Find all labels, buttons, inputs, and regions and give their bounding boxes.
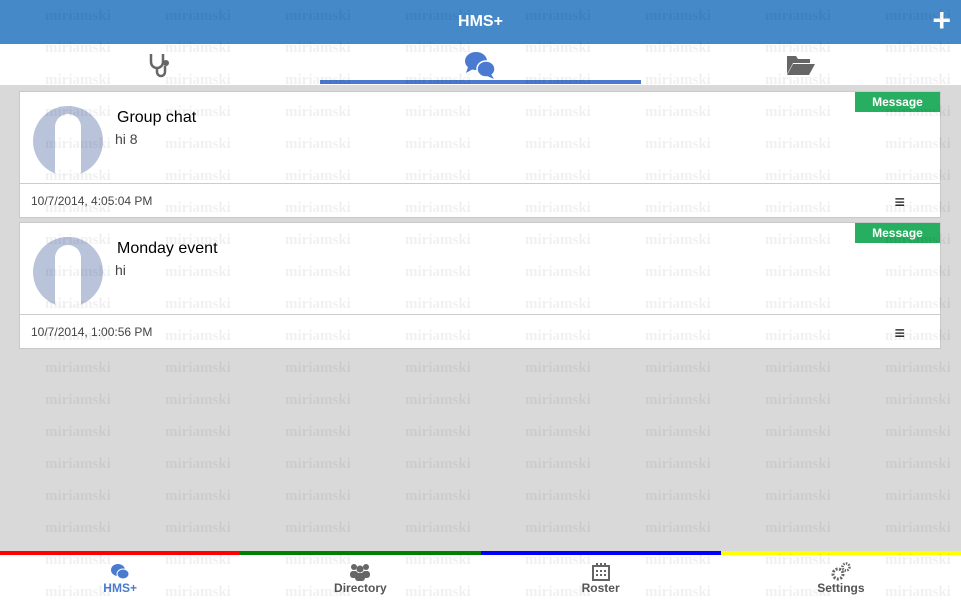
watermark-text: miriamski xyxy=(285,520,351,536)
avatar xyxy=(33,106,103,176)
watermark-text: miriamski xyxy=(405,424,471,440)
watermark-text: miriamski xyxy=(765,424,831,440)
watermark-text: miriamski xyxy=(525,424,591,440)
watermark-text: miriamski xyxy=(405,488,471,504)
watermark-text: miriamski xyxy=(45,520,111,536)
tab-files[interactable] xyxy=(641,44,961,85)
stethoscope-icon xyxy=(149,53,170,77)
watermark-text: miriamski xyxy=(765,520,831,536)
watermark-text: miriamski xyxy=(765,360,831,376)
calendar-icon xyxy=(591,563,610,581)
watermark-text: miriamski xyxy=(45,424,111,440)
divider xyxy=(20,314,940,315)
nav-label: Directory xyxy=(334,581,387,595)
conversation-message: hi 8 xyxy=(115,131,138,147)
watermark-text: miriamski xyxy=(405,520,471,536)
watermark-text: miriamski xyxy=(765,392,831,408)
watermark-text: miriamski xyxy=(165,360,231,376)
watermark-text: miriamski xyxy=(45,456,111,472)
watermark-text: miriamski xyxy=(285,360,351,376)
watermark-text: miriamski xyxy=(405,456,471,472)
message-badge[interactable]: Message xyxy=(855,92,940,112)
watermark-text: miriamski xyxy=(45,488,111,504)
nav-hms[interactable]: HMS+ xyxy=(0,555,240,600)
timestamp: 10/7/2014, 1:00:56 PM xyxy=(31,325,153,339)
divider xyxy=(20,183,940,184)
gears-icon xyxy=(831,562,851,581)
chat-bubbles-icon xyxy=(465,51,497,79)
watermark-text: miriamski xyxy=(765,456,831,472)
watermark-text: miriamski xyxy=(645,520,711,536)
people-icon xyxy=(350,564,371,581)
timestamp: 10/7/2014, 4:05:04 PM xyxy=(31,194,153,208)
watermark-text: miriamski xyxy=(285,392,351,408)
watermark-text: miriamski xyxy=(885,392,951,408)
watermark-text: miriamski xyxy=(165,456,231,472)
conversation-title: Group chat xyxy=(117,109,197,126)
nav-directory[interactable]: Directory xyxy=(240,555,480,600)
watermark-text: miriamski xyxy=(645,392,711,408)
nav-label: HMS+ xyxy=(103,581,137,595)
color-segment-yellow xyxy=(720,551,961,555)
avatar xyxy=(33,237,103,307)
watermark-text: miriamski xyxy=(885,424,951,440)
watermark-text: miriamski xyxy=(165,488,231,504)
color-bar xyxy=(0,551,961,555)
watermark-text: miriamski xyxy=(885,520,951,536)
watermark-text: miriamski xyxy=(765,488,831,504)
watermark-text: miriamski xyxy=(165,520,231,536)
watermark-text: miriamski xyxy=(525,360,591,376)
color-segment-blue xyxy=(480,551,721,555)
message-badge[interactable]: Message xyxy=(855,223,940,243)
nav-settings[interactable]: Settings xyxy=(721,555,961,600)
watermark-text: miriamski xyxy=(885,360,951,376)
app-header: HMS+ + xyxy=(0,0,961,44)
menu-icon[interactable]: ≡ xyxy=(894,323,905,343)
conversation-card[interactable]: Monday event hi Message 10/7/2014, 1:00:… xyxy=(19,222,941,349)
color-segment-green xyxy=(240,551,481,555)
conversation-title: Monday event xyxy=(117,240,218,257)
watermark-text: miriamski xyxy=(45,392,111,408)
watermark-text: miriamski xyxy=(525,456,591,472)
watermark-text: miriamski xyxy=(885,488,951,504)
nav-label: Settings xyxy=(817,581,865,595)
watermark-text: miriamski xyxy=(525,488,591,504)
watermark-text: miriamski xyxy=(165,424,231,440)
top-tabs xyxy=(0,44,961,85)
watermark-text: miriamski xyxy=(285,456,351,472)
nav-roster[interactable]: Roster xyxy=(481,555,721,600)
conversation-card[interactable]: Group chat hi 8 Message 10/7/2014, 4:05:… xyxy=(19,91,941,218)
bottom-nav: HMS+ Directory Roster Settings xyxy=(0,555,961,600)
plus-icon[interactable]: + xyxy=(932,2,951,38)
watermark-text: miriamski xyxy=(885,456,951,472)
watermark-text: miriamski xyxy=(525,392,591,408)
color-segment-red xyxy=(0,551,241,555)
watermark-text: miriamski xyxy=(645,424,711,440)
watermark-text: miriamski xyxy=(285,424,351,440)
watermark-text: miriamski xyxy=(405,392,471,408)
watermark-text: miriamski xyxy=(165,392,231,408)
folder-open-icon xyxy=(786,55,815,75)
tab-medical[interactable] xyxy=(0,44,320,85)
menu-icon[interactable]: ≡ xyxy=(894,192,905,212)
chat-bubbles-icon xyxy=(111,564,130,580)
watermark-text: miriamski xyxy=(285,488,351,504)
nav-label: Roster xyxy=(581,581,620,595)
watermark-text: miriamski xyxy=(405,360,471,376)
conversation-message: hi xyxy=(115,262,126,278)
app-title: HMS+ xyxy=(458,13,503,30)
watermark-text: miriamski xyxy=(645,360,711,376)
watermark-text: miriamski xyxy=(525,520,591,536)
watermark-text: miriamski xyxy=(645,488,711,504)
tab-chat[interactable] xyxy=(320,44,641,85)
watermark-text: miriamski xyxy=(45,360,111,376)
watermark-text: miriamski xyxy=(645,456,711,472)
